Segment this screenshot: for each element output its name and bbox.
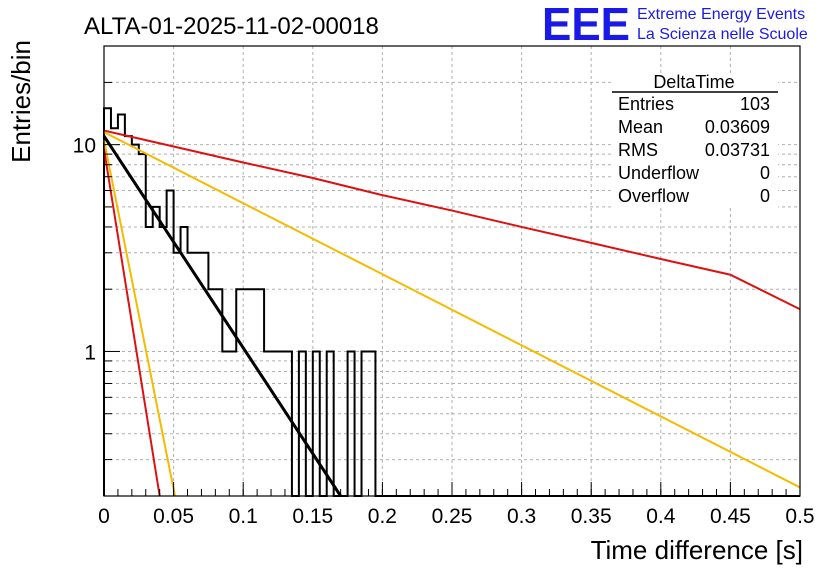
x-tick-label: 0.05 bbox=[153, 505, 194, 528]
histogram-bin bbox=[278, 351, 285, 496]
histogram-bin bbox=[222, 351, 229, 496]
stats-row: Entries 103 bbox=[618, 94, 770, 114]
histogram-bin bbox=[243, 289, 250, 496]
stats-box-bg bbox=[612, 74, 778, 208]
y-axis-title: Entries/bin bbox=[6, 40, 36, 163]
stats-row: Overflow 0 bbox=[618, 186, 770, 206]
stats-row: Underflow 0 bbox=[618, 163, 770, 183]
fit-curves-layer bbox=[102, 129, 801, 497]
fit-curve-slow-lower bbox=[103, 131, 801, 489]
logo-mark: EEE bbox=[542, 0, 630, 50]
stats-label: RMS bbox=[618, 140, 658, 160]
eee-logo: EEE Extreme Energy Events La Scienza nel… bbox=[542, 0, 808, 50]
stats-box: DeltaTime Entries 103 Mean 0.03609 RMS 0… bbox=[612, 72, 778, 208]
histogram-bin bbox=[368, 351, 375, 496]
x-tick-label: 0.45 bbox=[710, 505, 751, 528]
histogram-bin bbox=[285, 351, 292, 496]
y-tick-label: 1 bbox=[84, 341, 96, 364]
x-tick-label: 0.1 bbox=[229, 505, 258, 528]
histogram-bin bbox=[236, 289, 243, 496]
x-tick-label: 0.25 bbox=[432, 505, 473, 528]
histogram-bin bbox=[264, 351, 271, 496]
stats-label: Underflow bbox=[618, 163, 700, 183]
x-tick-label: 0.35 bbox=[571, 505, 612, 528]
stats-label: Overflow bbox=[618, 186, 690, 206]
y-tick-label: 10 bbox=[73, 135, 96, 158]
axis-ticks bbox=[103, 45, 801, 497]
fit-curve-fast-lower bbox=[103, 149, 161, 497]
stats-value: 0 bbox=[760, 186, 770, 206]
fit-curve-slow-upper bbox=[103, 129, 801, 311]
fit-curve-fast-upper bbox=[103, 140, 176, 497]
chart-title: ALTA-01-2025-11-02-00018 bbox=[84, 13, 379, 40]
stats-label: Entries bbox=[618, 94, 674, 114]
histogram-bin bbox=[348, 351, 355, 496]
stats-value: 0.03609 bbox=[705, 117, 770, 137]
histogram-bin bbox=[250, 289, 257, 496]
histogram-bin bbox=[208, 289, 215, 496]
histogram-bin bbox=[215, 289, 222, 496]
tick-labels: 0 0.05 0.1 0.15 0.2 0.25 0.3 0.35 0.4 0.45 0.5 1 10 bbox=[73, 135, 815, 528]
histogram-bin bbox=[139, 154, 146, 496]
stats-row: Mean 0.03609 bbox=[618, 117, 770, 137]
stats-box-title: DeltaTime bbox=[653, 72, 734, 92]
histogram-bin bbox=[118, 114, 125, 496]
logo-line-1: Extreme Energy Events bbox=[637, 6, 805, 23]
x-tick-label: 0.3 bbox=[507, 505, 536, 528]
logo-line-2: La Scienza nelle Scuole bbox=[637, 26, 808, 43]
histogram-bin bbox=[146, 227, 153, 496]
stats-label: Mean bbox=[618, 117, 663, 137]
stats-value: 0.03731 bbox=[705, 140, 770, 160]
histogram-bin bbox=[160, 227, 167, 496]
x-tick-label: 0.4 bbox=[646, 505, 676, 528]
fit-curve-best-fit bbox=[102, 135, 342, 497]
histogram-bin bbox=[257, 289, 264, 496]
stats-value: 0 bbox=[760, 163, 770, 183]
x-axis-title: Time difference [s] bbox=[591, 535, 803, 565]
histogram-bin bbox=[362, 351, 369, 496]
x-tick-label: 0.2 bbox=[368, 505, 397, 528]
stats-row: RMS 0.03731 bbox=[618, 140, 770, 160]
histogram-bin bbox=[271, 351, 278, 496]
x-tick-label: 0.5 bbox=[785, 505, 814, 528]
histogram-bin bbox=[229, 351, 236, 496]
stats-value: 103 bbox=[740, 94, 770, 114]
histogram-bin bbox=[181, 227, 188, 496]
x-tick-label: 0.15 bbox=[292, 505, 333, 528]
histogram-bin bbox=[313, 351, 320, 496]
x-tick-label: 0 bbox=[98, 505, 110, 528]
histogram-bin bbox=[299, 351, 306, 496]
histogram-bin bbox=[132, 145, 139, 496]
